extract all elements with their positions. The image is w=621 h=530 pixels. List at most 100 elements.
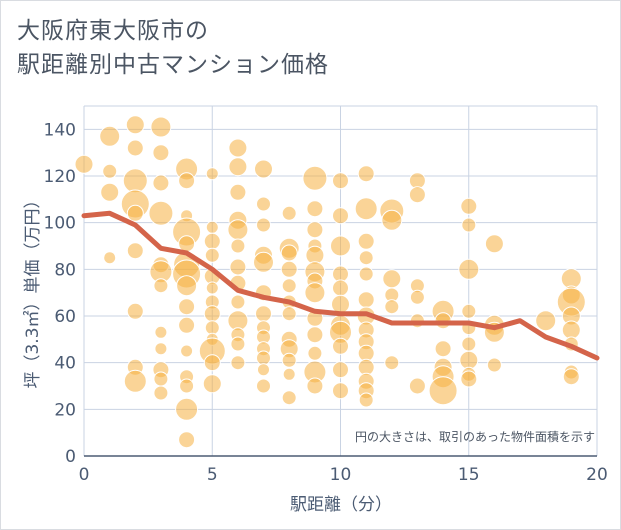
bubble-point [460, 370, 478, 388]
y-tick-label: 100 [44, 214, 76, 234]
y-tick-label: 0 [65, 447, 76, 467]
bubble-point [332, 361, 349, 379]
bubble-point [281, 352, 297, 368]
bubble-point [126, 302, 144, 320]
bubble-point [230, 336, 246, 352]
bubble-point [306, 377, 324, 395]
bubble-point [458, 258, 480, 280]
y-axis-title: 坪（3.3㎡）単価（万円） [23, 191, 43, 388]
bubble-point [152, 144, 170, 162]
bubble-point [180, 344, 194, 358]
bubble-point [281, 205, 297, 221]
bubble-point [381, 209, 403, 231]
bubble-point [306, 221, 324, 239]
bubble-point [281, 278, 297, 294]
bubble-point [332, 337, 349, 355]
bubble-point [178, 316, 196, 334]
bubble-point [230, 238, 246, 254]
bubble-point [459, 350, 479, 370]
bubble-point [256, 378, 271, 394]
bubble-point [357, 232, 375, 250]
chart-title: 大阪府東大阪市の 駅距離別中古マンション価格 [17, 14, 329, 82]
bubble-point [562, 368, 580, 386]
y-tick-label: 40 [54, 354, 76, 374]
bubble-point [126, 139, 144, 157]
bubble-point [255, 305, 272, 323]
bubble-point [307, 345, 323, 361]
bubble-point [358, 392, 374, 408]
bubble-point [154, 325, 168, 339]
bubble-point [460, 197, 478, 215]
bubble-point [304, 282, 326, 304]
bubble-point [256, 350, 271, 366]
bubble-point [99, 125, 121, 147]
bubble-point [179, 378, 195, 394]
bubble-point [204, 320, 220, 336]
bubble-point [203, 305, 221, 323]
bubble-point [281, 306, 297, 322]
bubble-point [306, 326, 324, 344]
bubble-point [229, 258, 247, 276]
bubble-point [280, 260, 298, 278]
bubble-point [484, 234, 504, 254]
bubble-point [205, 220, 219, 234]
bubble-point [281, 390, 297, 406]
chart-title-line-2: 駅距離別中古マンション価格 [17, 52, 329, 78]
bubble-point [228, 138, 248, 158]
bubble-point [125, 115, 145, 135]
bubble-point [302, 165, 328, 191]
bubble-point [357, 291, 375, 309]
bubble-point [306, 200, 324, 218]
size-note: 円の大きさは、取引のあった物件面積を示す [355, 429, 595, 444]
bubble-point [229, 183, 247, 201]
bubble-point [486, 357, 502, 373]
bubble-point [153, 385, 169, 401]
bubble-point [280, 244, 298, 262]
bubble-point [230, 294, 246, 310]
bubble-point [461, 217, 477, 233]
bubble-point [282, 367, 296, 381]
bubble-point [122, 168, 148, 194]
x-tick-label: 0 [79, 465, 90, 485]
trend-line [81, 210, 600, 361]
x-tick-label: 10 [330, 465, 352, 485]
bubble-point [126, 242, 144, 260]
bubble-point [384, 299, 400, 315]
bubble-point [178, 172, 196, 190]
bubble-point [175, 397, 199, 421]
bubble-point [561, 320, 581, 340]
bubble-point [434, 340, 452, 358]
y-tick-label: 120 [44, 167, 76, 187]
bubble-point [253, 251, 274, 273]
bubble-point [230, 355, 246, 371]
bubble-point [74, 154, 94, 174]
bubble-point [358, 266, 374, 282]
x-tick-label: 5 [207, 465, 218, 485]
bubble-point [178, 298, 196, 316]
bubble-point [254, 159, 273, 179]
bubble-point [461, 336, 477, 352]
bubble-point [228, 157, 248, 177]
bubble-point [152, 174, 170, 192]
y-tick-label: 20 [54, 400, 76, 420]
bubble-point [148, 200, 174, 226]
x-tick-label: 20 [586, 465, 608, 485]
bubble-point [205, 281, 219, 295]
bubble-point [257, 363, 270, 377]
y-tick-label: 140 [44, 120, 76, 140]
bubble-point [408, 377, 426, 395]
bubble-point [205, 167, 219, 181]
bubble-point [153, 278, 169, 294]
bubble-point [103, 251, 117, 265]
y-tick-label: 60 [54, 307, 76, 327]
chart-title-line-1: 大阪府東大阪市の [17, 18, 209, 44]
bubble-point [461, 303, 477, 319]
bubble-point [428, 376, 458, 406]
bubble-layer [74, 115, 586, 449]
bubble-point [150, 116, 172, 138]
bubble-point [100, 182, 120, 202]
y-axis-ticks: 0 20 40 60 80 100 120 140 [44, 120, 76, 467]
bubble-point [126, 204, 144, 222]
bubble-point [332, 207, 349, 225]
